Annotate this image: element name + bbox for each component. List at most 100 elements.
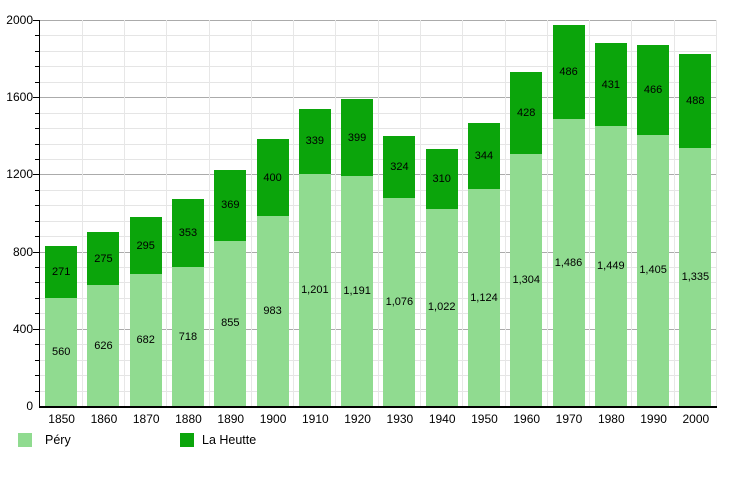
x-axis-label: 1870 <box>132 412 160 426</box>
bar-value-label: 428 <box>517 107 536 120</box>
bar-value-label: 488 <box>686 95 705 108</box>
bar-value-label: 271 <box>51 265 71 278</box>
x-axis-label: 1990 <box>640 412 667 426</box>
bar-value-label: 295 <box>136 239 155 252</box>
vertical-gridline <box>462 20 464 406</box>
bar-value-label: 344 <box>474 149 494 162</box>
x-axis-label: 1970 <box>555 412 583 426</box>
bar-value-label: 626 <box>94 339 113 352</box>
bar-value-label: 339 <box>305 135 324 148</box>
vertical-gridline <box>420 20 422 406</box>
bar-1960-la-heutte <box>510 71 543 155</box>
bar-1900-péry <box>256 216 289 406</box>
x-axis-label: 1860 <box>90 412 118 426</box>
bar-value-label: 399 <box>347 131 367 144</box>
bar-1850-péry <box>45 297 78 406</box>
bar-1910-péry <box>298 174 331 406</box>
bar-1990-péry <box>637 134 670 406</box>
x-axis-label: 2000 <box>682 412 710 426</box>
bar-1930-la-heutte <box>383 135 416 199</box>
bar-value-label: 324 <box>390 161 409 174</box>
y-axis-tick <box>34 297 39 299</box>
y-axis-label: 0 <box>26 399 33 413</box>
vertical-gridline <box>504 20 506 406</box>
bar-value-label: 466 <box>643 83 663 96</box>
bar-1950-péry <box>467 189 500 406</box>
bar-value-label: 983 <box>263 305 282 318</box>
y-axis-tick <box>34 35 39 37</box>
y-axis-tick <box>32 328 39 330</box>
vertical-gridline <box>335 20 337 406</box>
legend-label-la-heutte: La Heutte <box>202 433 257 447</box>
bar-value-label: 1,076 <box>385 296 414 309</box>
y-axis-tick <box>32 251 39 253</box>
bar-value-label: 275 <box>94 252 113 265</box>
bar-1890-la-heutte <box>214 169 247 241</box>
y-axis-tick <box>34 267 39 269</box>
bar-1880-péry <box>171 267 204 406</box>
legend-swatch-la-heutte <box>180 433 194 447</box>
legend-label-pery: Péry <box>45 433 71 447</box>
y-axis-tick <box>34 359 39 361</box>
bar-value-label: 1,405 <box>639 264 667 277</box>
bar-value-label: 486 <box>559 66 578 79</box>
bar-1940-la-heutte <box>425 148 458 209</box>
bar-1860-la-heutte <box>87 232 120 286</box>
y-axis-tick <box>34 112 39 114</box>
bar-1910-la-heutte <box>298 108 331 175</box>
vertical-gridline <box>208 20 210 406</box>
y-axis-label: 800 <box>12 244 33 259</box>
y-axis-label: 1600 <box>6 90 33 105</box>
bar-1960-péry <box>510 154 543 406</box>
y-axis-tick <box>34 50 39 52</box>
vertical-gridline <box>124 20 126 406</box>
bar-value-label: 369 <box>221 199 240 212</box>
bar-value-label: 1,124 <box>470 291 498 304</box>
vertical-gridline <box>589 20 591 406</box>
bar-value-label: 1,201 <box>301 284 329 297</box>
y-axis-tick <box>34 81 39 83</box>
bar-1970-la-heutte <box>552 25 585 120</box>
bar-value-label: 718 <box>178 330 198 343</box>
bar-1940-péry <box>425 208 458 406</box>
bar-value-label: 560 <box>51 345 71 358</box>
legend-swatch-pery <box>18 433 32 447</box>
vertical-gridline <box>166 20 168 406</box>
y-axis-label: 400 <box>12 321 33 336</box>
x-axis-label: 1880 <box>175 412 202 426</box>
x-axis-label: 1910 <box>301 412 329 426</box>
y-axis-tick <box>32 174 39 176</box>
bar-1870-la-heutte <box>129 217 162 275</box>
x-axis-label: 1960 <box>513 412 541 426</box>
bar-value-label: 431 <box>601 78 620 91</box>
x-axis-label: 1900 <box>259 412 287 426</box>
vertical-gridline <box>673 20 675 406</box>
x-axis-label: 1980 <box>597 412 625 426</box>
x-axis-label: 1920 <box>344 412 371 426</box>
vertical-gridline <box>377 20 379 406</box>
y-axis-tick <box>34 282 39 284</box>
bar-value-label: 855 <box>221 317 240 330</box>
x-axis-label: 1950 <box>471 412 498 426</box>
vertical-gridline <box>716 20 717 406</box>
y-axis-tick <box>34 375 39 377</box>
bar-value-label: 400 <box>263 171 282 184</box>
y-axis-tick <box>34 189 39 191</box>
plot-area: 560 271 626 275 682 295 718 353 855 369 983 400 1,20… <box>32 20 717 408</box>
vertical-gridline <box>631 20 633 406</box>
bar-value-label: 1,304 <box>512 274 540 287</box>
bar-1980-la-heutte <box>594 43 627 127</box>
bar-1880-la-heutte <box>171 199 204 268</box>
bar-value-label: 1,335 <box>681 271 710 284</box>
y-axis-tick <box>32 97 39 99</box>
bar-value-label: 682 <box>136 334 155 347</box>
bar-value-label: 1,191 <box>343 285 371 298</box>
x-axis-label: 1850 <box>48 412 75 426</box>
x-axis-label: 1940 <box>428 412 456 426</box>
bar-1920-la-heutte <box>341 99 374 177</box>
bar-value-label: 353 <box>178 227 198 240</box>
y-axis-tick <box>34 143 39 145</box>
vertical-gridline <box>250 20 252 406</box>
y-axis-label: 1200 <box>6 167 33 182</box>
bar-2000-la-heutte <box>679 54 712 149</box>
